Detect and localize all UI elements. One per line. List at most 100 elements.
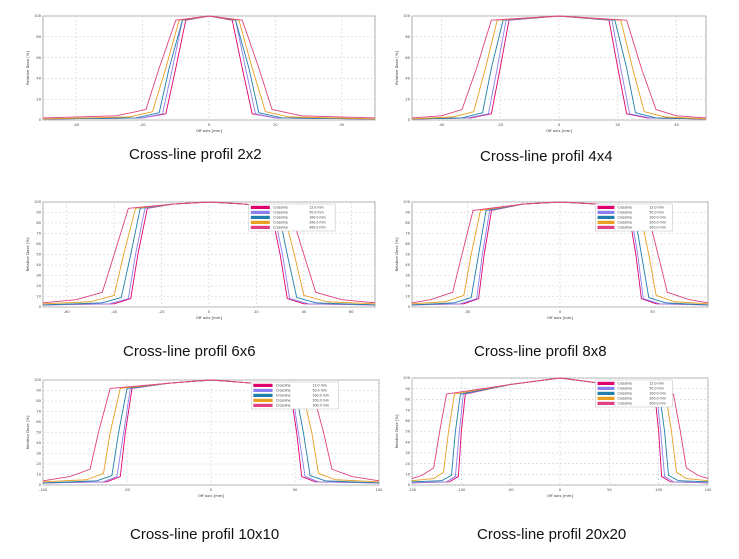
x-tick-label: 40	[674, 123, 679, 127]
y-tick-label: 10	[36, 295, 41, 299]
y-axis-label: Relative Dose [%]	[25, 51, 30, 85]
x-tick-label: 0	[208, 123, 211, 127]
y-tick-label: 40	[36, 441, 41, 445]
y-tick-label: 0	[408, 118, 411, 122]
y-tick-label: 40	[36, 263, 41, 267]
legend-swatch	[253, 383, 273, 387]
y-tick-label: 60	[405, 419, 410, 423]
legend-series-name: Crossline	[273, 221, 288, 225]
legend-series-name: Crossline	[618, 397, 633, 401]
x-tick-label: 40	[302, 310, 307, 314]
y-tick-label: 70	[405, 408, 410, 412]
y-tick-label: 10	[36, 473, 41, 477]
x-tick-label: 150	[705, 488, 713, 492]
y-tick-label: 100	[403, 200, 411, 204]
legend-depth: 50.0 mm	[309, 211, 323, 215]
chart-svg-6x6: -60 -40 -20 0 20 40 60 0 10 20 30 40 50 60 70 80 90 100 Of…	[25, 200, 376, 320]
y-tick-label: 90	[405, 387, 410, 391]
x-tick-label: 0	[559, 488, 562, 492]
legend-series-name: Crossline	[273, 226, 288, 230]
legend-swatch	[597, 386, 615, 390]
y-tick-label: 60	[405, 242, 410, 246]
legend-series-name: Crossline	[273, 206, 288, 210]
legend-series-name: Crossline	[276, 384, 291, 388]
chart-panel-20x20: -150 -100 -50 0 50 100 150 0 10 20 30 40 50 60 70 80 90 1…	[394, 374, 714, 499]
chart-svg-2x2: -40 -20 0 20 40 0 20 40 60 80 100 Off axis [mm] Rela…	[25, 14, 376, 133]
chart-panel-8x8: -50 0 50 0 10 20 30 40 50 60 70 80 90 100 Off axis [mm…	[394, 198, 714, 321]
caption-8x8: Cross-line profil 8x8	[474, 343, 607, 360]
y-tick-label: 100	[34, 14, 42, 18]
legend-swatch	[250, 220, 270, 224]
chart-panel-6x6: -60 -40 -20 0 20 40 60 0 10 20 30 40 50 60 70 80 90 100 Of…	[25, 198, 381, 321]
x-tick-label: -60	[64, 310, 71, 314]
legend-series-name: Crossline	[618, 211, 633, 215]
caption-2x2: Cross-line profil 2x2	[129, 146, 262, 163]
y-tick-label: 70	[36, 232, 41, 236]
legend-series-name: Crossline	[276, 394, 291, 398]
y-tick-label: 0	[408, 305, 411, 309]
legend-series-name: Crossline	[273, 211, 288, 215]
series-line-5	[42, 15, 376, 119]
x-tick-label: 100	[376, 488, 384, 492]
y-tick-label: 60	[36, 242, 41, 246]
legend-depth: 200.0 mm	[309, 221, 325, 225]
x-tick-label: 20	[616, 123, 621, 127]
legend-series-name: Crossline	[276, 404, 291, 408]
x-tick-label: 50	[293, 488, 298, 492]
y-tick-label: 80	[36, 221, 41, 225]
series-line-5	[42, 379, 380, 482]
y-tick-label: 10	[405, 295, 410, 299]
y-tick-label: 40	[405, 77, 410, 81]
x-axis-label: Off axis [mm]	[196, 128, 223, 133]
x-tick-label: -50	[508, 488, 515, 492]
legend-swatch	[597, 381, 615, 385]
x-tick-label: 0	[208, 310, 211, 314]
legend-swatch	[250, 210, 270, 214]
x-axis-label: Off axis [mm]	[547, 493, 574, 498]
y-tick-label: 100	[34, 200, 42, 204]
chart-panel-4x4: -40 -20 0 20 40 0 20 40 60 80 100 Off axis [mm] Rela…	[394, 12, 712, 134]
x-axis-label: Off axis [mm]	[547, 315, 574, 320]
x-tick-label: -50	[465, 310, 472, 314]
x-tick-label: -20	[159, 310, 166, 314]
legend-depth: 200.0 mm	[649, 397, 665, 401]
y-tick-label: 80	[405, 35, 410, 39]
y-tick-label: 30	[405, 274, 410, 278]
legend-swatch	[253, 398, 273, 402]
legend-swatch	[250, 205, 270, 209]
caption-4x4: Cross-line profil 4x4	[480, 148, 613, 165]
x-tick-label: 0	[558, 123, 561, 127]
legend-swatch	[253, 388, 273, 392]
x-tick-label: 100	[655, 488, 663, 492]
legend-series-name: Crossline	[618, 382, 633, 386]
y-tick-label: 40	[405, 263, 410, 267]
x-tick-label: 50	[607, 488, 612, 492]
legend-depth: 300.0 mm	[312, 404, 328, 408]
legend-series-name: Crossline	[618, 392, 633, 396]
y-tick-label: 0	[39, 118, 42, 122]
legend-series-name: Crossline	[618, 226, 633, 230]
x-tick-label: -40	[73, 123, 80, 127]
y-tick-label: 0	[408, 483, 411, 487]
legend-series-name: Crossline	[618, 402, 633, 406]
legend-series-name: Crossline	[276, 399, 291, 403]
legend-depth: 50.0 mm	[312, 389, 326, 393]
x-tick-label: -150	[408, 488, 417, 492]
chart-svg-20x20: -150 -100 -50 0 50 100 150 0 10 20 30 40 50 60 70 80 90 1…	[394, 376, 713, 498]
x-tick-label: 0	[210, 488, 213, 492]
y-tick-label: 80	[405, 398, 410, 402]
x-tick-label: -40	[438, 123, 445, 127]
x-tick-label: -100	[39, 488, 48, 492]
y-tick-label: 50	[36, 431, 41, 435]
y-tick-label: 60	[405, 56, 410, 60]
legend-swatch	[597, 205, 615, 209]
y-tick-label: 30	[36, 274, 41, 278]
legend-depth: 200.0 mm	[649, 221, 665, 225]
legend-swatch	[597, 396, 615, 400]
legend-swatch	[597, 210, 615, 214]
legend-depth: 50.0 mm	[649, 211, 663, 215]
legend-depth: 300.0 mm	[649, 402, 665, 406]
y-tick-label: 70	[405, 232, 410, 236]
y-tick-label: 20	[405, 462, 410, 466]
legend-swatch	[597, 220, 615, 224]
